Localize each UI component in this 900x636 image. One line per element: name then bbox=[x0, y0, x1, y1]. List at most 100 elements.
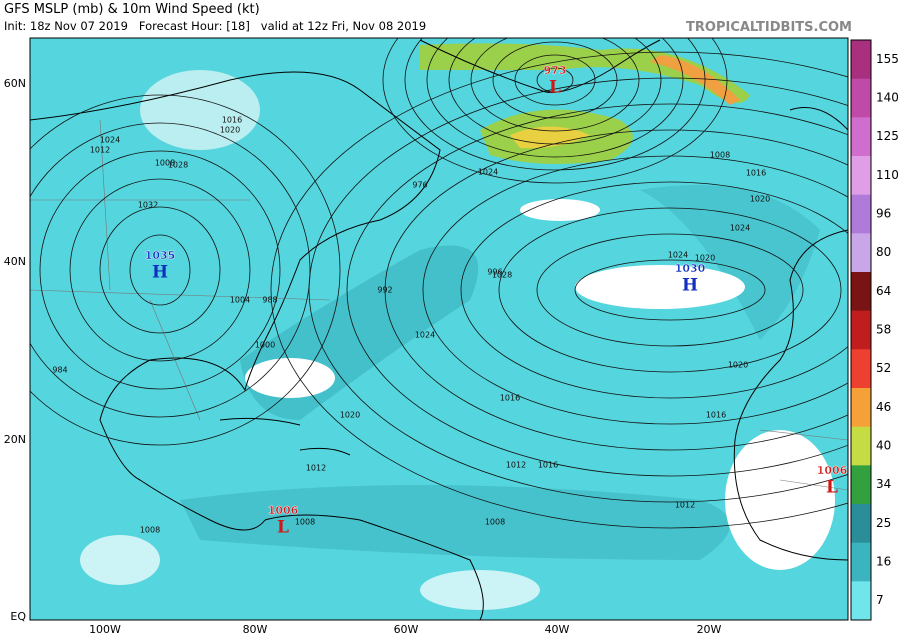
isobar-label: 1020 bbox=[750, 195, 770, 204]
colorbar-label: 7 bbox=[876, 593, 884, 607]
colorbar-label: 140 bbox=[876, 91, 899, 105]
isobars bbox=[30, 38, 848, 529]
isobar-label: 1012 bbox=[90, 146, 110, 155]
isobar-label: 1020 bbox=[695, 254, 715, 263]
isobar bbox=[382, 38, 728, 184]
map-field bbox=[30, 38, 848, 620]
colorbar-swatch bbox=[851, 194, 871, 234]
isobar-label: 1008 bbox=[710, 151, 730, 160]
isobar-label: 996 bbox=[487, 268, 502, 277]
isobar bbox=[536, 67, 574, 93]
isobar-label: 1000 bbox=[255, 341, 275, 350]
isobar bbox=[448, 38, 662, 145]
colorbar-swatch bbox=[851, 156, 871, 196]
calm-area bbox=[140, 70, 260, 150]
isobar-label: 1016 bbox=[538, 461, 558, 470]
credit: TROPICALTIDBITS.COM bbox=[686, 20, 852, 35]
colorbar-label: 64 bbox=[876, 284, 891, 298]
colorbar-label: 110 bbox=[876, 168, 899, 182]
map-frame bbox=[29, 37, 849, 621]
latitude-label: 60N bbox=[4, 77, 26, 90]
colorbar-label: 125 bbox=[876, 129, 899, 143]
colorbar-label: 34 bbox=[876, 477, 891, 491]
isobar bbox=[492, 41, 618, 119]
isobar bbox=[460, 181, 848, 399]
colorbar-swatch bbox=[851, 233, 871, 273]
isobar-label: 1008 bbox=[295, 518, 315, 527]
latitude-label: EQ bbox=[10, 610, 26, 623]
center-value: 1006 bbox=[268, 504, 299, 517]
isobar-label: 976 bbox=[412, 181, 427, 190]
isobar-label: 1020 bbox=[220, 126, 240, 135]
colorbar-swatch bbox=[851, 117, 871, 157]
isobar-label: 1012 bbox=[675, 501, 695, 510]
calm-area bbox=[80, 535, 160, 585]
center-letter: L bbox=[826, 478, 838, 498]
calm-area bbox=[520, 199, 600, 221]
calm-area bbox=[725, 430, 835, 570]
wind-band bbox=[180, 485, 730, 560]
colorbar-frame bbox=[850, 39, 872, 621]
isobar bbox=[39, 150, 281, 390]
isobar-label: 1024 bbox=[100, 136, 120, 145]
colorbar-swatch bbox=[851, 426, 871, 466]
calm-area bbox=[420, 570, 540, 610]
isobar-label: 1012 bbox=[506, 461, 526, 470]
isobar bbox=[99, 206, 221, 334]
colorbar-swatch bbox=[851, 581, 871, 621]
isobar-label: 1016 bbox=[706, 411, 726, 420]
isobar bbox=[470, 38, 640, 132]
map-title: GFS MSLP (mb) & 10m Wind Speed (kt) bbox=[4, 2, 260, 17]
center-letter: L bbox=[277, 518, 289, 538]
colorbar-swatch bbox=[851, 272, 871, 312]
center-value: 1035 bbox=[145, 249, 176, 262]
isobar-label: 1028 bbox=[492, 271, 512, 280]
isobar bbox=[404, 38, 706, 171]
colorbar-label: 40 bbox=[876, 439, 891, 453]
isobar bbox=[574, 259, 766, 321]
longitude-label: 60W bbox=[394, 623, 419, 636]
isobar-label: 1032 bbox=[138, 201, 158, 210]
isobar-label: 1004 bbox=[230, 296, 250, 305]
colorbar-label: 25 bbox=[876, 516, 891, 530]
isobar bbox=[384, 129, 848, 451]
calm-area bbox=[245, 358, 335, 398]
colorbar-swatch bbox=[851, 465, 871, 505]
isobar-label: 1016 bbox=[746, 169, 766, 178]
wind-band bbox=[640, 185, 820, 340]
calm-area bbox=[575, 265, 745, 309]
colorbar-label: 96 bbox=[876, 207, 891, 221]
colorbar-label: 80 bbox=[876, 245, 891, 259]
isobar-label: 1024 bbox=[415, 331, 435, 340]
isobar bbox=[422, 155, 848, 425]
colorbar-label: 16 bbox=[876, 555, 891, 569]
isobar-label: 1008 bbox=[155, 159, 175, 168]
center-letter: L bbox=[549, 78, 561, 98]
center-value: 973 bbox=[544, 64, 567, 77]
isobar-label: 1016 bbox=[500, 394, 520, 403]
longitude-label: 40W bbox=[545, 623, 570, 636]
isobar-label: 992 bbox=[377, 286, 392, 295]
isobar-label: 1008 bbox=[485, 518, 505, 527]
colorbar-label: 155 bbox=[876, 52, 899, 66]
colorbar-swatch bbox=[851, 40, 871, 80]
center-value: 1006 bbox=[817, 464, 848, 477]
isobar-label: 1008 bbox=[140, 526, 160, 535]
isobar bbox=[30, 122, 311, 418]
isobar-label: 1024 bbox=[478, 168, 498, 177]
colorbar-swatch bbox=[851, 310, 871, 350]
colorbar-swatch bbox=[851, 349, 871, 389]
isobar bbox=[270, 51, 848, 529]
longitude-label: 80W bbox=[243, 623, 268, 636]
isobar-label: 1012 bbox=[306, 464, 326, 473]
center-letter: H bbox=[682, 276, 698, 296]
longitude-label: 20W bbox=[697, 623, 722, 636]
isobar bbox=[536, 233, 804, 347]
strong-wind bbox=[650, 55, 740, 105]
colorbar-label: 52 bbox=[876, 361, 891, 375]
isobar bbox=[346, 103, 848, 477]
center-value: 1030 bbox=[675, 262, 706, 275]
isobar-label: 1028 bbox=[168, 161, 188, 170]
